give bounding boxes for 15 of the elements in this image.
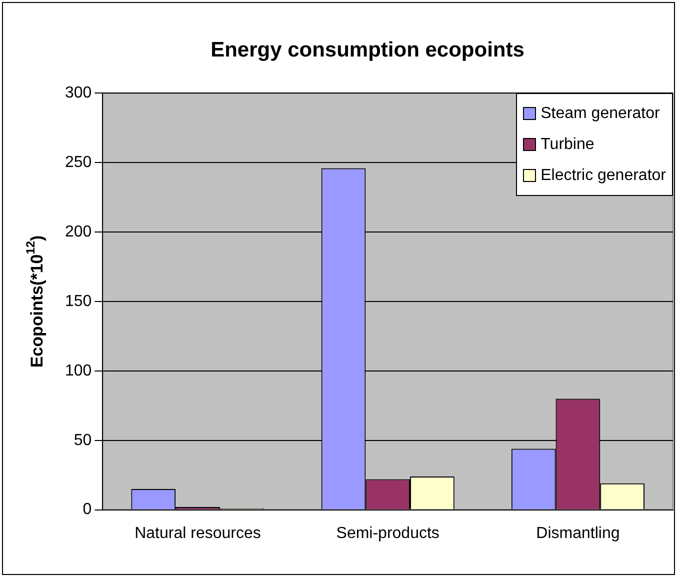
x-tick-label: Natural resources — [134, 524, 261, 542]
y-tick-label: 250 — [64, 154, 92, 172]
legend-label: Steam generator — [540, 104, 660, 123]
y-tick-label: 100 — [64, 362, 92, 380]
y-tick-label: 0 — [82, 501, 92, 518]
y-tick-label: 300 — [64, 84, 92, 102]
y-tick-label: 200 — [64, 223, 92, 240]
y-tick-label: 50 — [74, 432, 92, 449]
x-tick-label: Dismantling — [536, 524, 620, 542]
legend-label: Electric generator — [540, 166, 666, 185]
y-tick-label: 150 — [64, 292, 92, 310]
x-tick-label: Semi-products — [336, 524, 440, 542]
y-axis-title: Ecopoints(*1012) — [23, 235, 47, 368]
chart-title: Energy consumption ecopoints — [210, 38, 524, 62]
legend-label: Turbine — [540, 136, 594, 154]
